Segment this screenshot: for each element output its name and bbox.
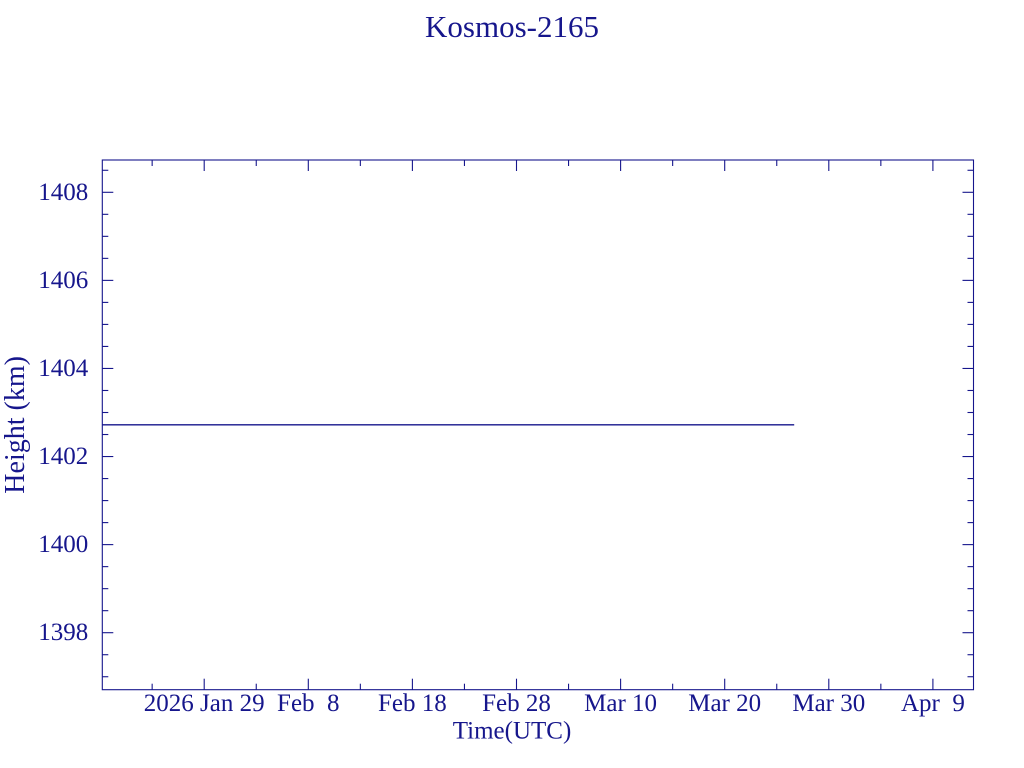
svg-text:Height (km): Height (km) (0, 356, 31, 494)
svg-text:1398: 1398 (38, 619, 88, 646)
svg-text:1406: 1406 (38, 267, 88, 294)
svg-text:Kosmos-2165: Kosmos-2165 (425, 9, 599, 44)
svg-text:1404: 1404 (38, 355, 89, 382)
svg-text:1402: 1402 (38, 443, 88, 470)
svg-text:Mar 30: Mar 30 (792, 690, 865, 717)
svg-text:1408: 1408 (38, 179, 88, 206)
svg-text:2026 Jan 29: 2026 Jan 29 (144, 690, 265, 717)
svg-text:1400: 1400 (38, 531, 88, 558)
svg-text:Feb 8: Feb 8 (277, 690, 340, 717)
svg-text:Feb 28: Feb 28 (482, 690, 551, 717)
svg-text:Mar 20: Mar 20 (688, 690, 761, 717)
svg-text:Mar 10: Mar 10 (584, 690, 657, 717)
svg-text:Apr 9: Apr 9 (901, 690, 965, 717)
svg-text:Feb 18: Feb 18 (378, 690, 447, 717)
svg-text:Time(UTC): Time(UTC) (453, 718, 572, 745)
